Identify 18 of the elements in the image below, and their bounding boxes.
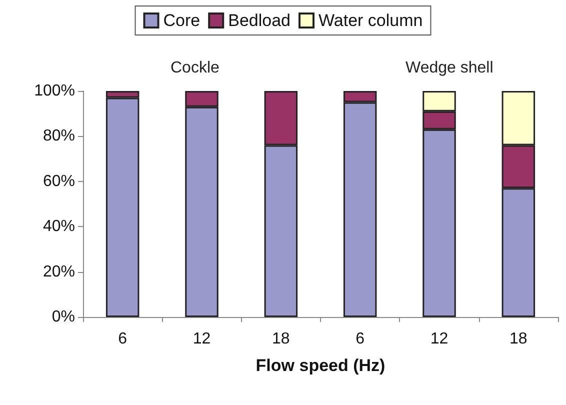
x-tick-label: 6 bbox=[118, 330, 128, 348]
y-tick-label: 60% bbox=[42, 172, 75, 190]
x-tick-label: 12 bbox=[192, 330, 211, 348]
y-tick-label: 80% bbox=[42, 128, 75, 145]
x-tick-label: 18 bbox=[510, 330, 528, 348]
legend-label: Core bbox=[163, 11, 200, 30]
text: Wedge shell bbox=[406, 60, 494, 76]
y-tick-label: 40% bbox=[42, 218, 75, 236]
legend-label: Bedload bbox=[228, 11, 291, 30]
y-tick-label: 100% bbox=[34, 82, 75, 100]
y-tick-label: 0% bbox=[52, 308, 75, 326]
x-tick-label: 6 bbox=[356, 330, 365, 348]
x-tick-label: 18 bbox=[272, 330, 290, 348]
y-tick-label: 20% bbox=[42, 263, 75, 280]
x-axis-title: Flow speed (Hz) bbox=[256, 356, 386, 375]
legend-label: Water column bbox=[318, 11, 423, 30]
text: Cockle bbox=[170, 60, 220, 76]
x-tick-label: 12 bbox=[430, 330, 448, 348]
